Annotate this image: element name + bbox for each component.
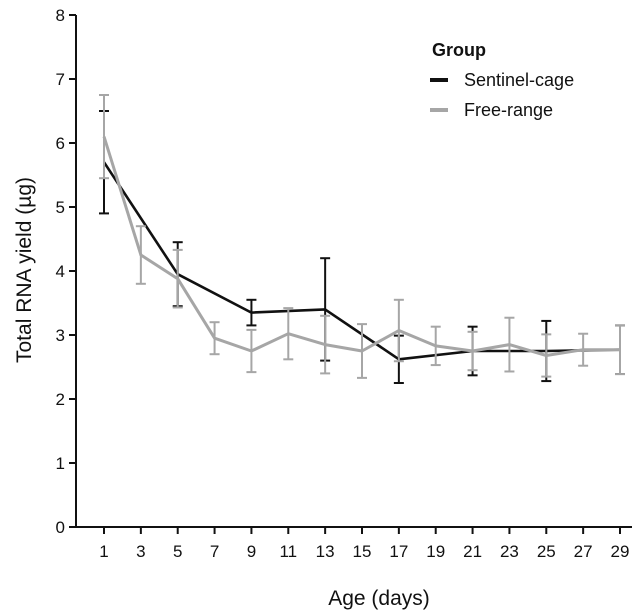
legend-title: Group [432, 40, 486, 60]
plot-area [99, 94, 625, 384]
y-axis-title: Total RNA yield (µg) [13, 177, 36, 363]
y-tick-label: 3 [56, 326, 65, 345]
x-tick-label: 7 [210, 542, 219, 561]
x-tick-label: 13 [316, 542, 335, 561]
x-tick-label: 11 [279, 542, 297, 561]
legend: Group Sentinel-cage Free-range [430, 40, 574, 120]
x-tick-label: 25 [537, 542, 556, 561]
legend-label-free-range: Free-range [464, 100, 553, 120]
x-tick-label: 23 [500, 542, 519, 561]
y-tick-label: 0 [56, 518, 65, 537]
x-tick-label: 29 [611, 542, 630, 561]
x-tick-label: 3 [136, 542, 145, 561]
x-tick-label: 21 [463, 542, 482, 561]
x-tick-label: 15 [353, 542, 372, 561]
y-tick-label: 2 [56, 390, 65, 409]
x-tick-label: 27 [574, 542, 593, 561]
series-free-range [99, 94, 625, 379]
x-axis-title: Age (days) [328, 587, 430, 610]
legend-label-sentinel-cage: Sentinel-cage [464, 70, 574, 90]
x-tick-label: 9 [247, 542, 256, 561]
y-tick-label: 8 [56, 6, 65, 25]
y-tick-label: 6 [56, 134, 65, 153]
y-tick-label: 4 [56, 262, 65, 281]
x-tick-label: 19 [426, 542, 445, 561]
x-tick-label: 5 [173, 542, 182, 561]
x-tick-label: 17 [389, 542, 408, 561]
y-tick-label: 1 [56, 454, 65, 473]
y-tick-label: 5 [56, 198, 65, 217]
x-tick-label: 1 [99, 542, 108, 561]
y-tick-label: 7 [56, 70, 65, 89]
series-line [102, 136, 620, 357]
